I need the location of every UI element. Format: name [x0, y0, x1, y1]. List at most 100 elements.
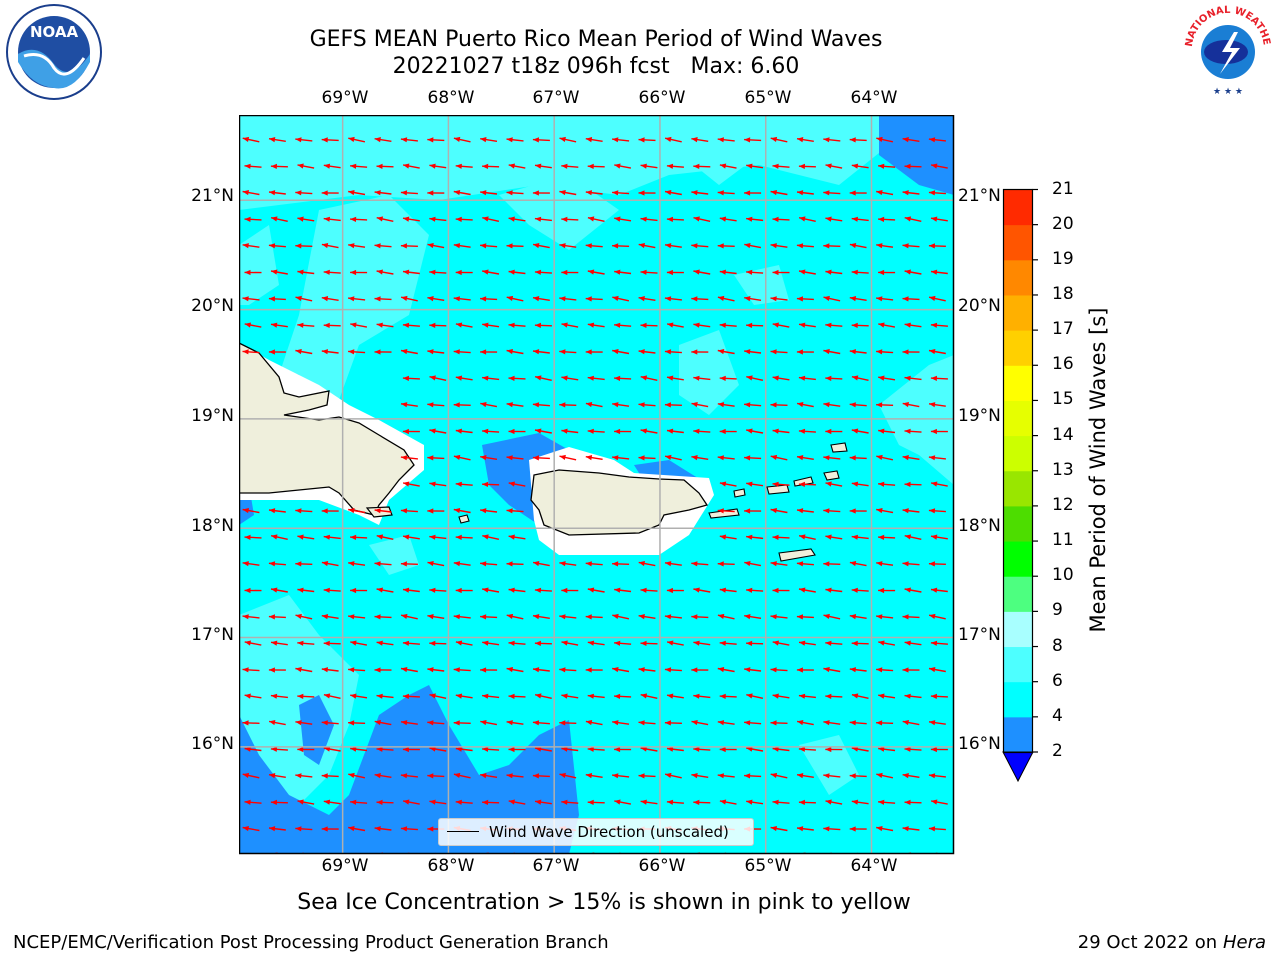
- direction-arrow-head: [350, 534, 357, 540]
- direction-arrow-head: [587, 587, 595, 593]
- direction-arrow-head: [825, 640, 832, 646]
- direction-arrow-head: [401, 613, 408, 619]
- direction-arrow-head: [480, 508, 487, 514]
- direction-arrow-head: [772, 799, 779, 805]
- colorbar-tick-label: 8: [1052, 635, 1063, 656]
- direction-arrow-head: [691, 137, 698, 143]
- direction-arrow-head: [666, 269, 673, 276]
- direction-arrow-head: [323, 322, 330, 328]
- direction-arrow-head: [928, 455, 936, 461]
- direction-arrow-head: [480, 402, 487, 408]
- direction-arrow-head: [506, 508, 513, 514]
- direction-arrow-head: [587, 269, 595, 275]
- direction-arrow-head: [482, 746, 489, 752]
- direction-arrow-head: [640, 269, 647, 275]
- footer-credit: NCEP/EMC/Verification Post Processing Pr…: [13, 932, 609, 953]
- direction-arrow-head: [878, 216, 885, 222]
- direction-arrow-head: [376, 799, 383, 805]
- direction-arrow-head: [429, 216, 436, 222]
- colorbar-tick-label: 19: [1052, 248, 1074, 269]
- direction-arrow-head: [744, 402, 751, 408]
- colorbar-segment: [1003, 611, 1033, 648]
- direction-arrow-head: [823, 773, 830, 779]
- direction-arrow-head: [587, 375, 594, 381]
- svg-text:★ ★ ★: ★ ★ ★: [1213, 87, 1243, 97]
- direction-arrow-head: [295, 613, 302, 619]
- nws-logo: NATIONAL WEATHER SERVICE ★ ★ ★: [1178, 2, 1272, 97]
- direction-arrow-head: [244, 799, 251, 805]
- direction-arrow-head: [851, 693, 859, 699]
- direction-arrow-head: [799, 216, 806, 222]
- direction-arrow-head: [533, 561, 540, 567]
- direction-arrow-head: [666, 163, 674, 169]
- direction-arrow-head: [508, 269, 515, 275]
- direction-arrow-head: [614, 375, 621, 381]
- direction-arrow-head: [533, 667, 540, 673]
- direction-arrow-head: [587, 746, 594, 752]
- direction-arrow-head: [902, 190, 909, 196]
- direction-arrow-head: [295, 190, 302, 196]
- direction-arrow-head: [244, 587, 251, 594]
- direction-arrow-head: [929, 349, 936, 355]
- lon-tick-bottom: 68°W: [427, 856, 475, 876]
- direction-arrow-head: [401, 349, 408, 355]
- direction-arrow-head: [271, 269, 278, 275]
- direction-arrow-head: [770, 296, 777, 302]
- direction-arrow-head: [455, 375, 463, 381]
- direction-arrow-head: [374, 349, 381, 355]
- direction-arrow-head: [902, 243, 909, 249]
- direction-arrow-head: [482, 322, 489, 328]
- direction-arrow-head: [376, 640, 383, 646]
- direction-arrow-head: [719, 799, 727, 805]
- lat-tick-right: 17°N: [958, 625, 1001, 645]
- direction-arrow-head: [374, 826, 381, 832]
- direction-arrow-head: [770, 614, 777, 620]
- direction-arrow-head: [825, 746, 832, 753]
- direction-arrow-head: [902, 296, 909, 302]
- direction-arrow-head: [268, 561, 276, 567]
- direction-arrow-head: [535, 799, 542, 805]
- direction-arrow-head: [480, 296, 487, 302]
- direction-arrow-head: [271, 587, 278, 593]
- direction-arrow-head: [638, 773, 645, 779]
- direction-arrow-head: [376, 534, 384, 540]
- direction-arrow-head: [534, 587, 542, 593]
- direction-arrow-head: [744, 667, 751, 673]
- direction-arrow-head: [374, 190, 381, 196]
- direction-arrow-head: [746, 534, 753, 540]
- colorbar-tick-label: 9: [1052, 600, 1063, 621]
- direction-arrow-head: [770, 243, 777, 249]
- direction-arrow-head: [321, 720, 328, 726]
- direction-arrow-head: [772, 481, 779, 487]
- direction-arrow-head: [348, 296, 355, 302]
- direction-arrow-head: [719, 746, 726, 753]
- direction-arrow-head: [665, 190, 672, 196]
- direction-arrow-head: [797, 402, 804, 408]
- direction-arrow-head: [587, 799, 594, 805]
- direction-arrow-head: [455, 163, 462, 169]
- direction-arrow-head: [799, 269, 806, 275]
- direction-arrow-head: [928, 508, 936, 514]
- direction-arrow-head: [297, 693, 304, 699]
- direction-arrow-head: [746, 322, 753, 328]
- direction-arrow-head: [482, 163, 489, 169]
- direction-arrow-head: [638, 296, 645, 302]
- direction-arrow-head: [269, 826, 276, 832]
- direction-arrow-head: [455, 216, 462, 222]
- lat-tick-right: 19°N: [958, 406, 1001, 426]
- direction-arrow-head: [744, 720, 751, 726]
- direction-arrow-head: [297, 799, 304, 805]
- colorbar-tick-label: 15: [1052, 389, 1074, 410]
- direction-arrow-head: [585, 190, 592, 196]
- direction-arrow-head: [400, 773, 408, 779]
- direction-arrow-head: [559, 614, 566, 620]
- direction-arrow-head: [878, 746, 885, 752]
- colorbar-segment: [1003, 400, 1033, 437]
- direction-arrow-head: [374, 667, 381, 673]
- direction-arrow-head: [876, 349, 883, 355]
- direction-arrow-head: [772, 534, 779, 540]
- colorbar-segment: [1003, 435, 1033, 472]
- direction-arrow-head: [851, 428, 859, 434]
- direction-arrow-head: [851, 746, 859, 752]
- direction-arrow-head: [506, 720, 513, 726]
